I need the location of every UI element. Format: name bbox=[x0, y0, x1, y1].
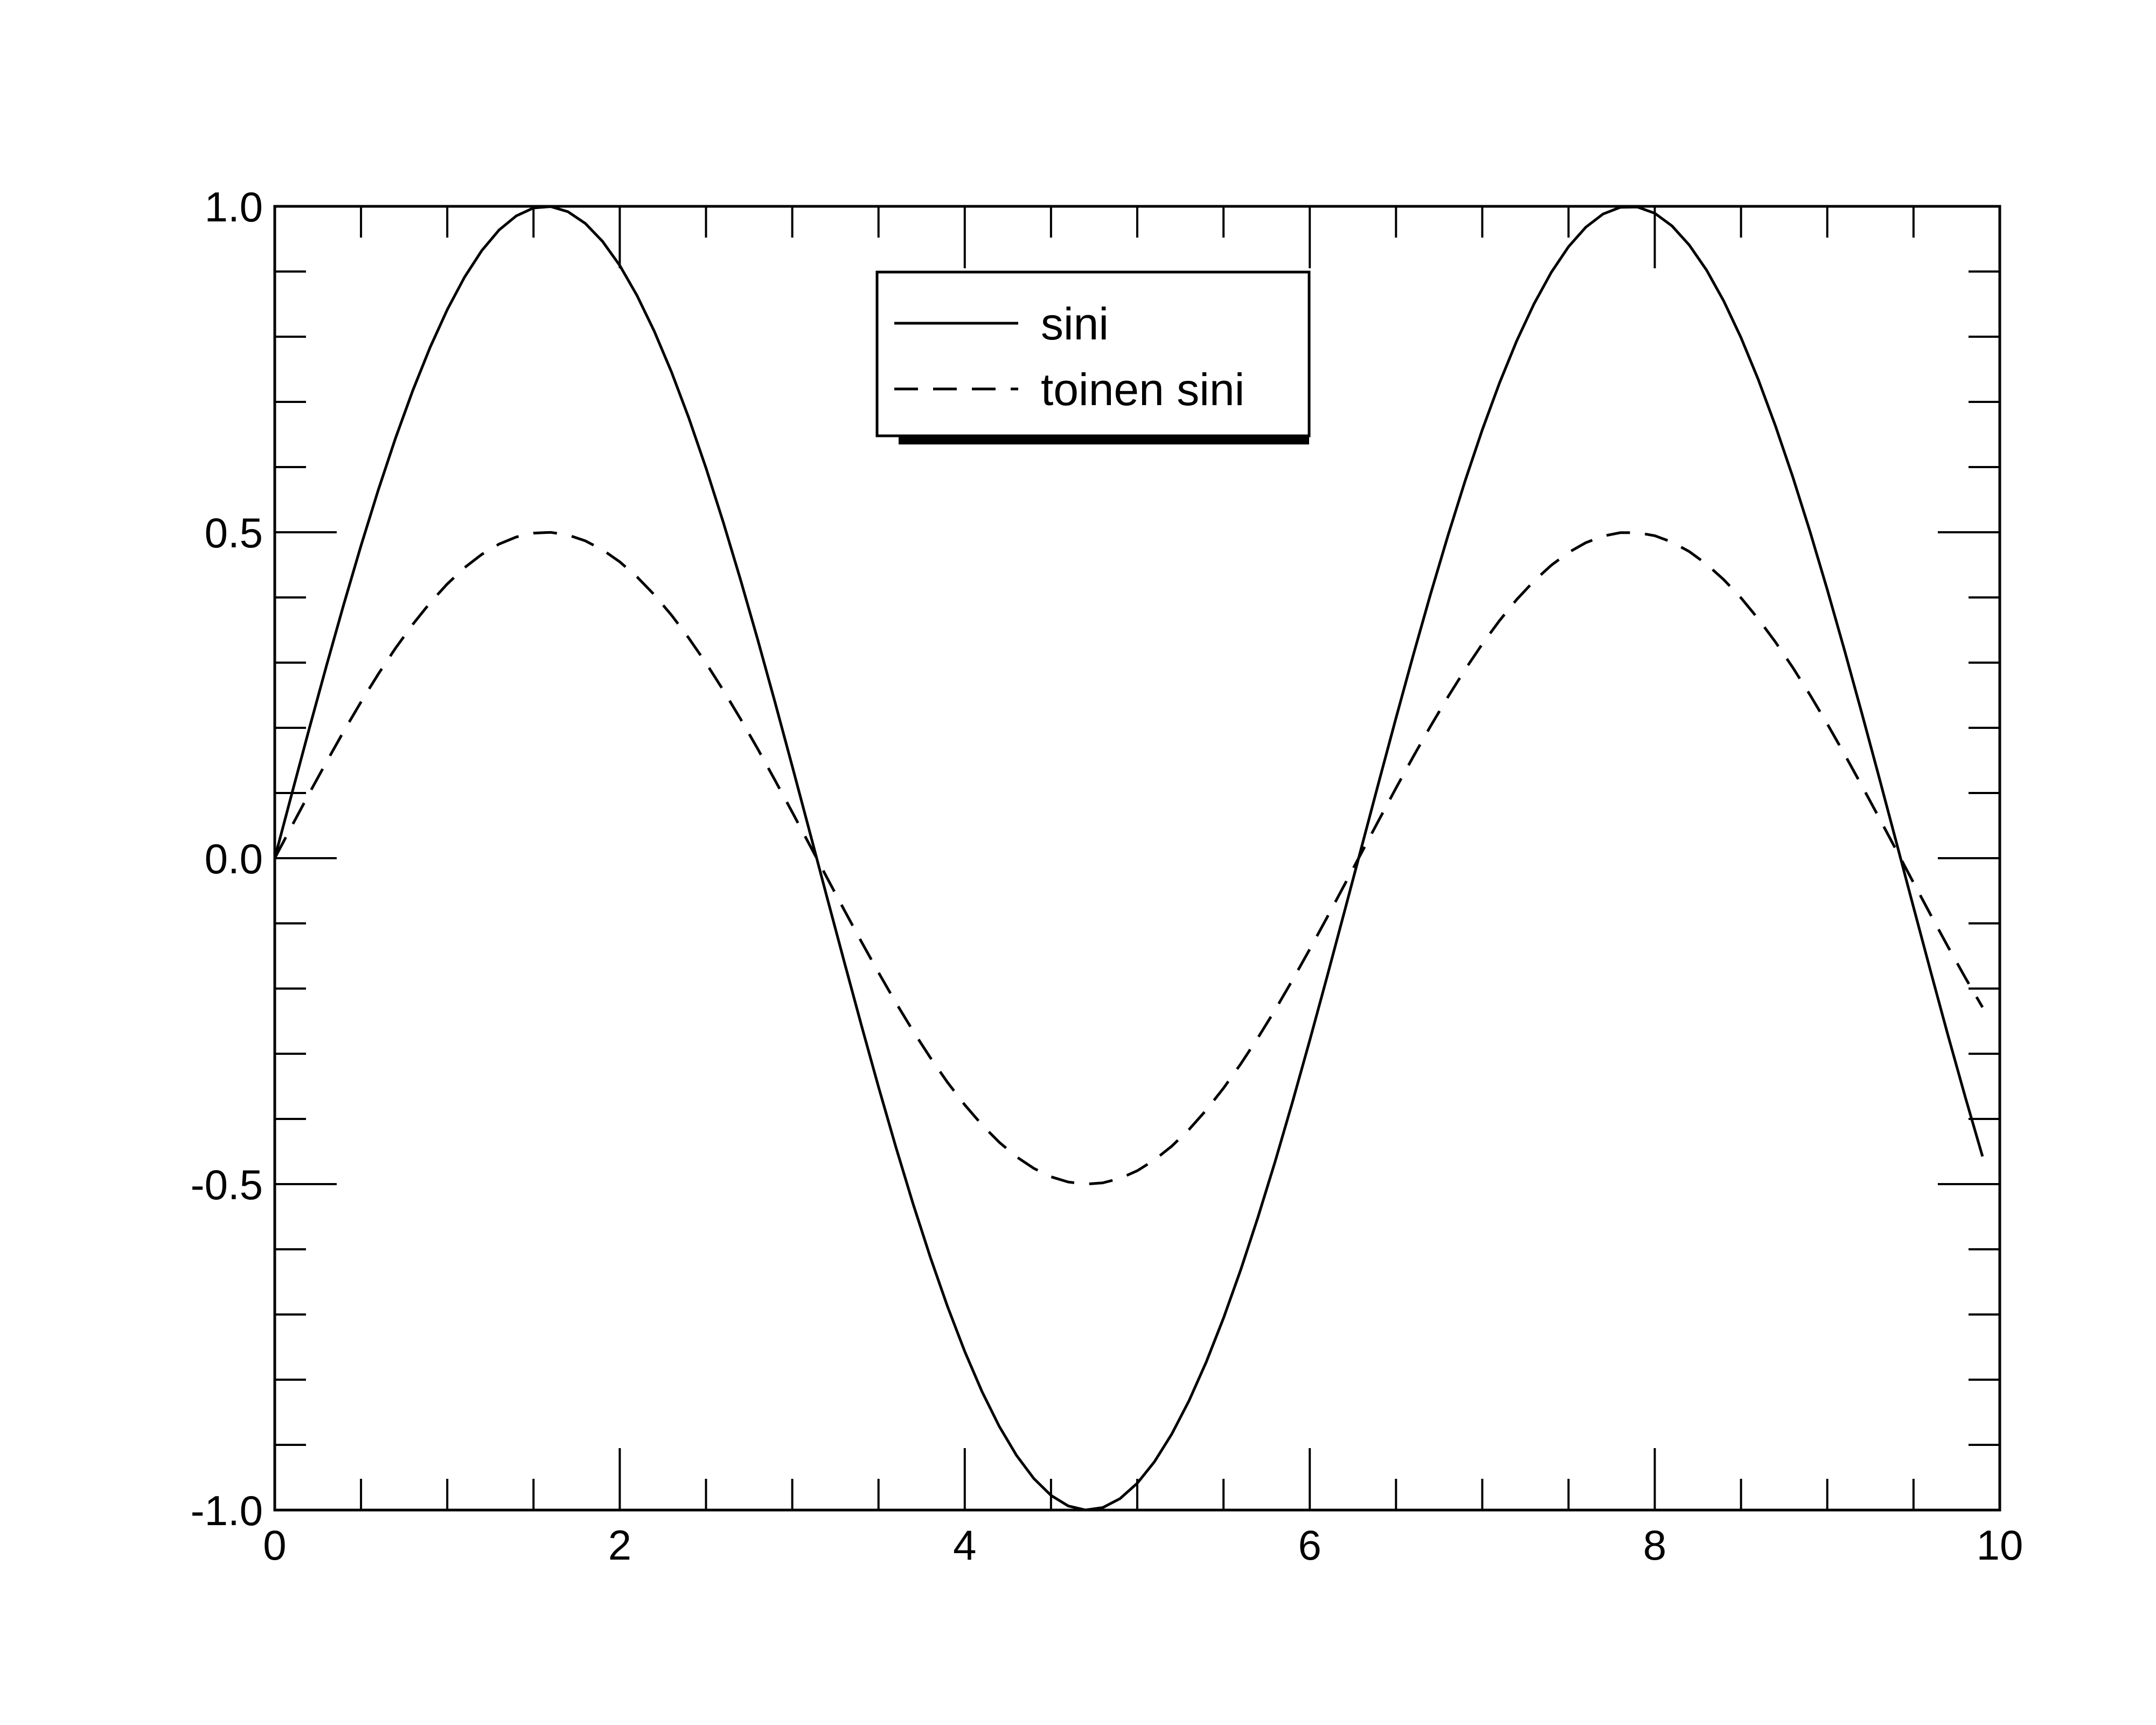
x-tick-label-5: 10 bbox=[1977, 1521, 2023, 1569]
y-tick-label-1: -0.5 bbox=[191, 1161, 263, 1208]
x-tick-label-0: 0 bbox=[263, 1521, 286, 1569]
series-line-toinen-sini bbox=[273, 531, 1984, 1186]
series-group bbox=[273, 205, 1984, 1512]
y-tick-label-0: -1.0 bbox=[191, 1487, 263, 1534]
x-tick-label-4: 8 bbox=[1643, 1521, 1666, 1569]
legend-box bbox=[875, 270, 1311, 437]
y-tick-labels: -1.0 -0.5 0.0 0.5 1.0 bbox=[191, 183, 263, 1534]
legend-label-toinen-sini: toinen sini bbox=[1041, 364, 1244, 415]
y-tick-label-4: 1.0 bbox=[205, 183, 263, 231]
x-tick-labels: 0 2 4 6 8 10 bbox=[263, 1521, 2023, 1569]
x-tick-label-1: 2 bbox=[608, 1521, 631, 1569]
plot-frame bbox=[273, 205, 2001, 1512]
x-tick-label-2: 4 bbox=[953, 1521, 976, 1569]
x-tick-label-3: 6 bbox=[1298, 1521, 1322, 1569]
series-line-sini bbox=[273, 205, 1984, 1512]
legend: sini toinen sini bbox=[875, 270, 1311, 444]
legend-label-sini: sini bbox=[1041, 298, 1109, 349]
y-tick-label-3: 0.5 bbox=[205, 509, 263, 557]
y-tick-label-2: 0.0 bbox=[205, 835, 263, 882]
